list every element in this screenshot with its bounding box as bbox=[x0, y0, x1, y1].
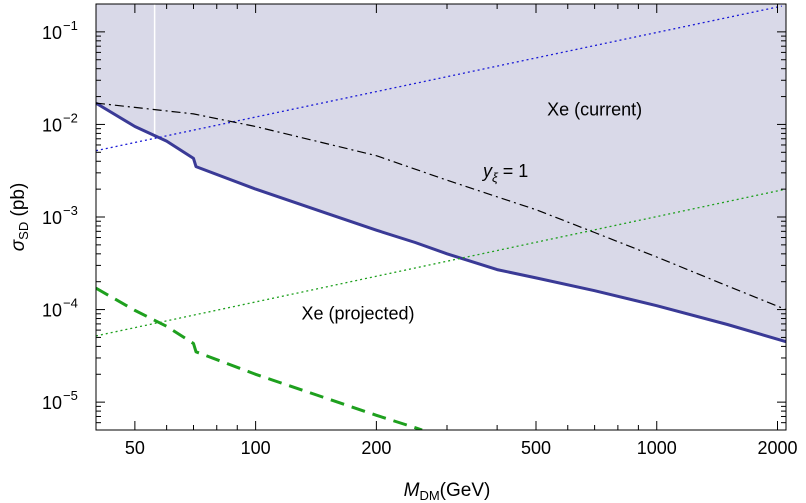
x-tick-label: 100 bbox=[241, 438, 271, 458]
y-tick-exponent: −5 bbox=[63, 388, 78, 403]
current-limit-curve bbox=[96, 101, 786, 344]
y-axis-title: σSD (pb) bbox=[8, 183, 31, 252]
excluded-region bbox=[96, 4, 786, 342]
y-xi-curve bbox=[96, 102, 786, 311]
x-tick-label: 1000 bbox=[637, 438, 677, 458]
xe-projected-label: Xe (projected) bbox=[301, 304, 414, 324]
y-tick-exponent: −4 bbox=[63, 296, 78, 311]
x-tick-label: 500 bbox=[521, 438, 551, 458]
y-tick-label: 10 bbox=[42, 115, 62, 135]
xe-current-line bbox=[96, 5, 782, 152]
projected-limit-curve bbox=[96, 286, 423, 430]
x-tick-label: 200 bbox=[361, 438, 391, 458]
y-tick-label: 10 bbox=[42, 301, 62, 321]
y-tick-label: 10 bbox=[42, 393, 62, 413]
y-tick-label: 10 bbox=[42, 23, 62, 43]
x-tick-label: 50 bbox=[125, 438, 145, 458]
y-tick-label: 10 bbox=[42, 208, 62, 228]
y-tick-exponent: −2 bbox=[63, 110, 78, 125]
x-axis-title: MDM(GeV) bbox=[404, 480, 491, 503]
y-xi-label: yξ = 1 bbox=[481, 161, 528, 185]
y-tick-exponent: −3 bbox=[63, 203, 78, 218]
xe-current-label: Xe (current) bbox=[547, 99, 642, 119]
y-tick-exponent: −1 bbox=[63, 18, 78, 33]
x-tick-label: 2000 bbox=[757, 438, 797, 458]
